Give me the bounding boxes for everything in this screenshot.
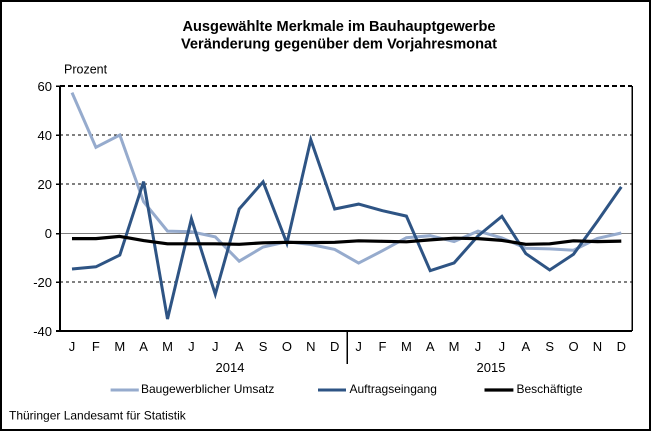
svg-text:2015: 2015 (477, 360, 506, 375)
svg-text:A: A (521, 339, 530, 354)
svg-text:M: M (114, 339, 125, 354)
svg-text:M: M (162, 339, 173, 354)
svg-text:20: 20 (38, 177, 52, 192)
svg-text:J: J (69, 339, 76, 354)
svg-text:N: N (306, 339, 315, 354)
svg-text:S: S (545, 339, 554, 354)
svg-text:60: 60 (38, 79, 52, 94)
svg-text:D: D (617, 339, 626, 354)
svg-text:Prozent: Prozent (64, 63, 108, 77)
svg-text:J: J (475, 339, 482, 354)
svg-text:Ausgewählte Merkmale im Bauhau: Ausgewählte Merkmale im Bauhauptgewerbe (182, 19, 495, 35)
svg-text:A: A (139, 339, 148, 354)
svg-text:J: J (188, 339, 195, 354)
svg-text:O: O (282, 339, 292, 354)
svg-text:Baugewerblicher Umsatz: Baugewerblicher Umsatz (141, 382, 274, 396)
svg-text:D: D (330, 339, 339, 354)
svg-text:J: J (355, 339, 362, 354)
svg-text:S: S (259, 339, 268, 354)
svg-text:Veränderung gegenüber dem Vorj: Veränderung gegenüber dem Vorjahresmonat (181, 36, 497, 52)
svg-text:A: A (235, 339, 244, 354)
svg-text:J: J (212, 339, 219, 354)
svg-text:M: M (449, 339, 460, 354)
svg-text:Beschäftigte: Beschäftigte (517, 382, 583, 396)
svg-text:F: F (379, 339, 387, 354)
svg-text:Auftragseingang: Auftragseingang (350, 382, 437, 396)
svg-text:Thüringer Landesamt für Statis: Thüringer Landesamt für Statistik (9, 409, 187, 423)
svg-text:J: J (499, 339, 506, 354)
svg-text:M: M (401, 339, 412, 354)
svg-text:40: 40 (38, 128, 52, 143)
svg-text:A: A (426, 339, 435, 354)
svg-text:2014: 2014 (216, 360, 245, 375)
svg-text:O: O (568, 339, 578, 354)
svg-text:-40: -40 (33, 324, 52, 339)
svg-text:F: F (92, 339, 100, 354)
svg-text:0: 0 (45, 226, 52, 241)
svg-text:-20: -20 (33, 275, 52, 290)
svg-text:N: N (593, 339, 602, 354)
